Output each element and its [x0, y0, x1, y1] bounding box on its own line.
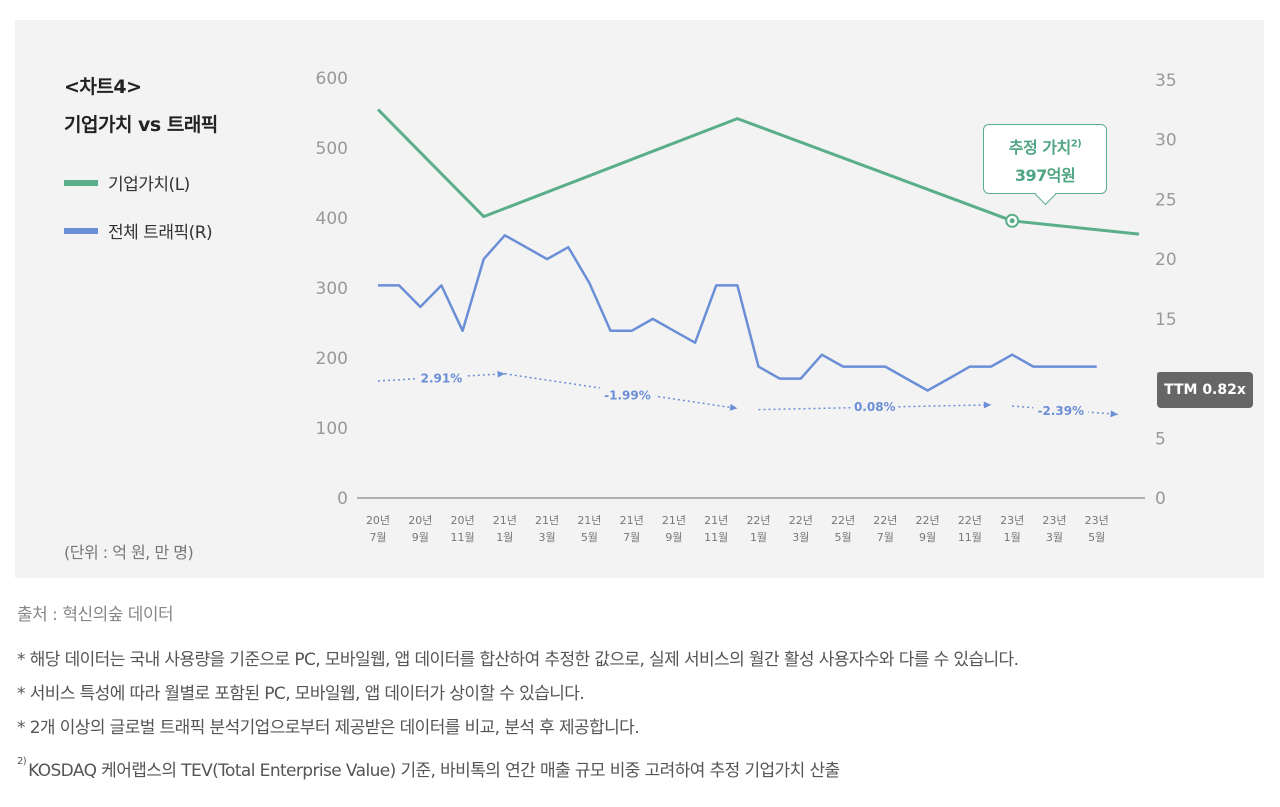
trend-label-bg-2: [599, 385, 655, 404]
callout-footnote-mark: 2): [1070, 138, 1082, 150]
trend-arrow-line-1: [377, 373, 505, 382]
x-tick-label: 21년 5월: [577, 514, 601, 544]
trend-label-2: -1.99%: [604, 388, 651, 402]
right-axis-tick-0: 0: [1155, 489, 1166, 509]
x-tick-label: 20년 7월: [366, 514, 390, 544]
trend-arrow-head-4: [1110, 410, 1118, 418]
traffic-line: [378, 234, 1097, 392]
ttm-badge: TTM 0.82x: [1157, 372, 1253, 408]
left-axis-tick-500: 500: [316, 139, 348, 159]
trend-arrow-head-1: [497, 370, 505, 378]
line-chart: 01002003004005006000510152025303520년7월20…: [316, 69, 1177, 544]
valuation-line: [376, 108, 1140, 236]
x-tick-label: 23년 3월: [1042, 514, 1066, 544]
legend-label-valuation: 기업가치(L): [108, 175, 190, 195]
left-axis-tick-100: 100: [316, 419, 348, 439]
right-axis-tick-5: 5: [1155, 429, 1166, 449]
x-tick-label: 21년 11월: [704, 514, 728, 544]
valuation-marker-dot: [1009, 218, 1015, 224]
legend-item-traffic: 전체 트래픽(R): [64, 218, 213, 243]
left-axis-tick-200: 200: [316, 349, 348, 369]
footnote-mark: 2): [17, 756, 27, 767]
trend-arrow-head-3: [983, 401, 992, 409]
left-axis-tick-400: 400: [316, 209, 348, 229]
legend-item-valuation: 기업가치(L): [64, 170, 190, 195]
chart-title: 기업가치 vs 트래픽: [64, 114, 218, 136]
x-tick-label: 22년 9월: [916, 514, 940, 544]
x-tick-label: 21년 9월: [662, 514, 686, 544]
left-axis-tick-0: 0: [337, 489, 348, 509]
source-note: 출처 : 혁신의숲 데이터: [17, 605, 174, 625]
chart-panel: <차트4> 기업가치 vs 트래픽 기업가치(L) 전체 트래픽(R) (단위 …: [15, 20, 1264, 578]
legend-swatch-traffic: [64, 227, 98, 234]
estimated-value-callout: 추정 가치2) 397억원: [983, 124, 1107, 206]
right-axis-tick-20: 20: [1155, 250, 1177, 270]
footnote: 2) KOSDAQ 케어랩스의 TEV(Total Enterprise Valu…: [17, 756, 840, 781]
unit-note: (단위 : 억 원, 만 명): [64, 543, 194, 562]
trend-label-bg-3: [851, 397, 899, 416]
right-axis-tick-25: 25: [1155, 190, 1177, 210]
trend-label-bg-4: [1033, 400, 1089, 419]
x-tick-label: 23년 1월: [1000, 514, 1024, 544]
x-tick-label: 22년 3월: [789, 514, 813, 544]
x-tick-label: 23년 5월: [1085, 514, 1109, 544]
left-axis-tick-600: 600: [316, 69, 348, 89]
trend-arrow-head-2: [729, 403, 738, 411]
callout-label: 추정 가치: [1008, 138, 1071, 157]
callout-value: 397억원: [1014, 166, 1076, 185]
x-tick-label: 21년 7월: [620, 514, 644, 544]
note-1: * 해당 데이터는 국내 사용량을 기준으로 PC, 모바일웹, 앱 데이터를 …: [17, 650, 1019, 670]
trend-label-3: 0.08%: [854, 400, 896, 414]
chart-kicker: <차트4>: [64, 76, 142, 98]
trend-arrow-line-2: [504, 373, 738, 410]
x-tick-label: 20년 11월: [450, 514, 474, 544]
trend-label-bg-1: [417, 368, 466, 387]
x-tick-label: 20년 9월: [408, 514, 432, 544]
trend-label-1: 2.91%: [421, 372, 463, 386]
right-axis-tick-15: 15: [1155, 310, 1177, 330]
x-tick-label: 22년 5월: [831, 514, 855, 544]
note-2: * 서비스 특성에 따라 월별로 포함된 PC, 모바일웹, 앱 데이터가 상이…: [17, 684, 585, 704]
x-tick-label: 22년 1월: [746, 514, 770, 544]
legend-swatch-valuation: [64, 179, 98, 186]
trend-label-4: -2.39%: [1037, 404, 1084, 418]
x-tick-label: 22년 7월: [873, 514, 897, 544]
note-3: * 2개 이상의 글로벌 트래픽 분석기업으로부터 제공받은 데이터를 비교, …: [17, 718, 640, 738]
x-tick-label: 21년 3월: [535, 514, 559, 544]
footnote-text: KOSDAQ 케어랩스의 TEV(Total Enterprise Value)…: [28, 761, 840, 781]
right-axis-tick-30: 30: [1155, 131, 1177, 151]
legend-label-traffic: 전체 트래픽(R): [108, 223, 213, 243]
x-tick-label: 21년 1월: [493, 514, 517, 544]
x-tick-label: 22년 11월: [958, 514, 982, 544]
left-axis-tick-300: 300: [316, 279, 348, 299]
right-axis-tick-35: 35: [1155, 71, 1177, 91]
